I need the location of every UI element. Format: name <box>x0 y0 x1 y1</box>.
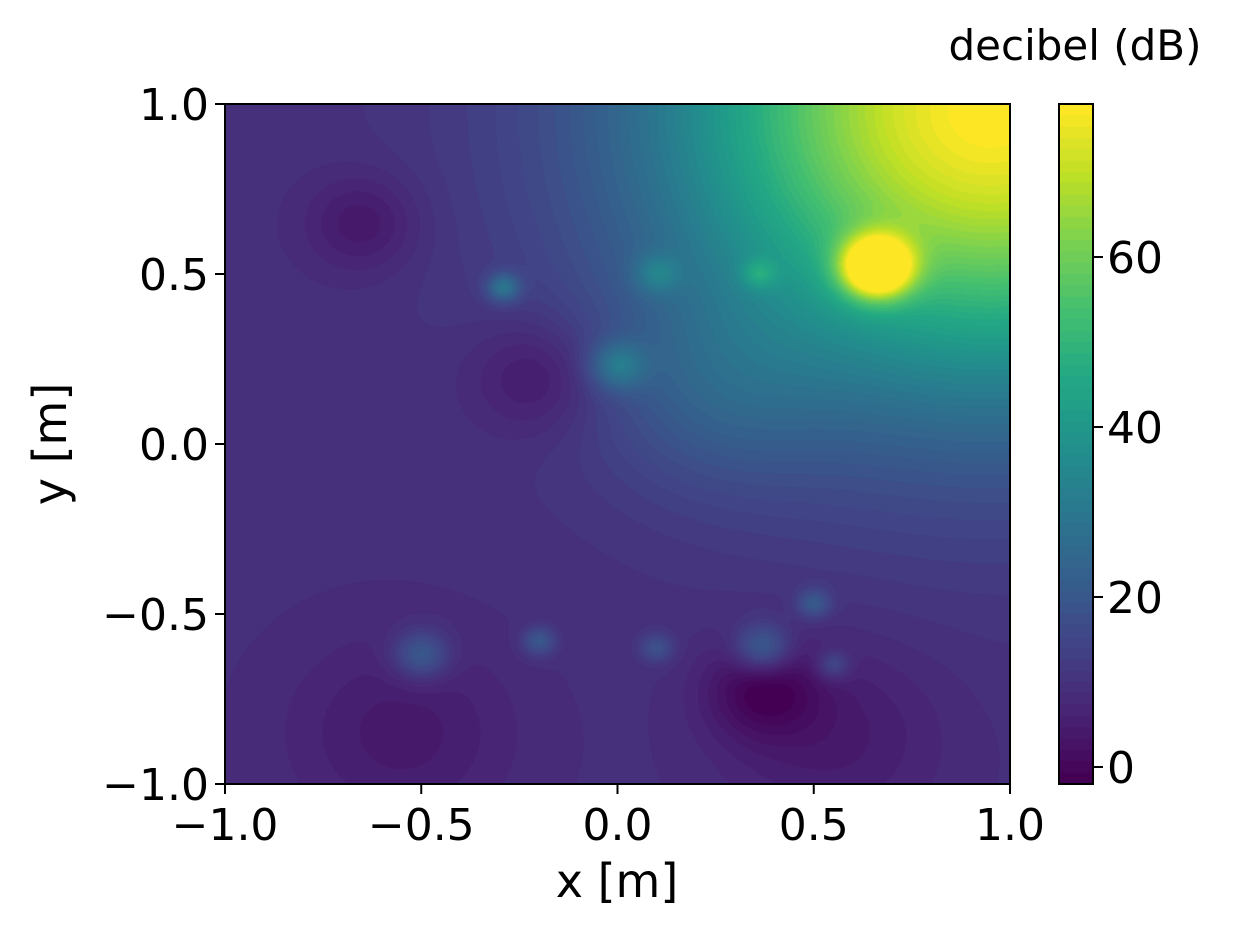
x-axis-label: x [m] <box>556 854 679 908</box>
x-tick-label: −1.0 <box>172 800 279 851</box>
colorbar-ticks: 0 20 40 60 <box>1093 233 1163 794</box>
x-tick-label: 0.0 <box>583 800 653 851</box>
colorbar-tick-label: 40 <box>1107 403 1163 454</box>
colorbar-tick-label: 60 <box>1107 233 1163 284</box>
colorbar: 0 20 40 60 <box>1058 103 1163 794</box>
y-tick-label: −0.5 <box>102 590 209 641</box>
y-tick-label: −1.0 <box>102 760 209 811</box>
x-tick-label: 1.0 <box>975 800 1045 851</box>
colorbar-label: decibel (dB) <box>948 21 1201 70</box>
y-tick-label: 1.0 <box>139 80 209 131</box>
plot-area <box>225 104 1010 784</box>
colorbar-frame <box>1058 103 1094 785</box>
y-tick-label: 0.0 <box>139 420 209 471</box>
x-tick-label: −0.5 <box>368 800 475 851</box>
colorbar-tick-label: 20 <box>1107 573 1163 624</box>
y-axis-ticks: −1.0 −0.5 0.0 0.5 1.0 <box>102 80 225 811</box>
x-tick-label: 0.5 <box>779 800 849 851</box>
heatmap-field <box>225 104 1010 784</box>
colorbar-gradient <box>1059 104 1093 784</box>
y-tick-label: 0.5 <box>139 250 209 301</box>
x-axis-ticks: −1.0 −0.5 0.0 0.5 1.0 <box>172 784 1045 851</box>
y-axis-label: y [m] <box>23 383 77 506</box>
colorbar-tick-label: 0 <box>1107 743 1135 794</box>
